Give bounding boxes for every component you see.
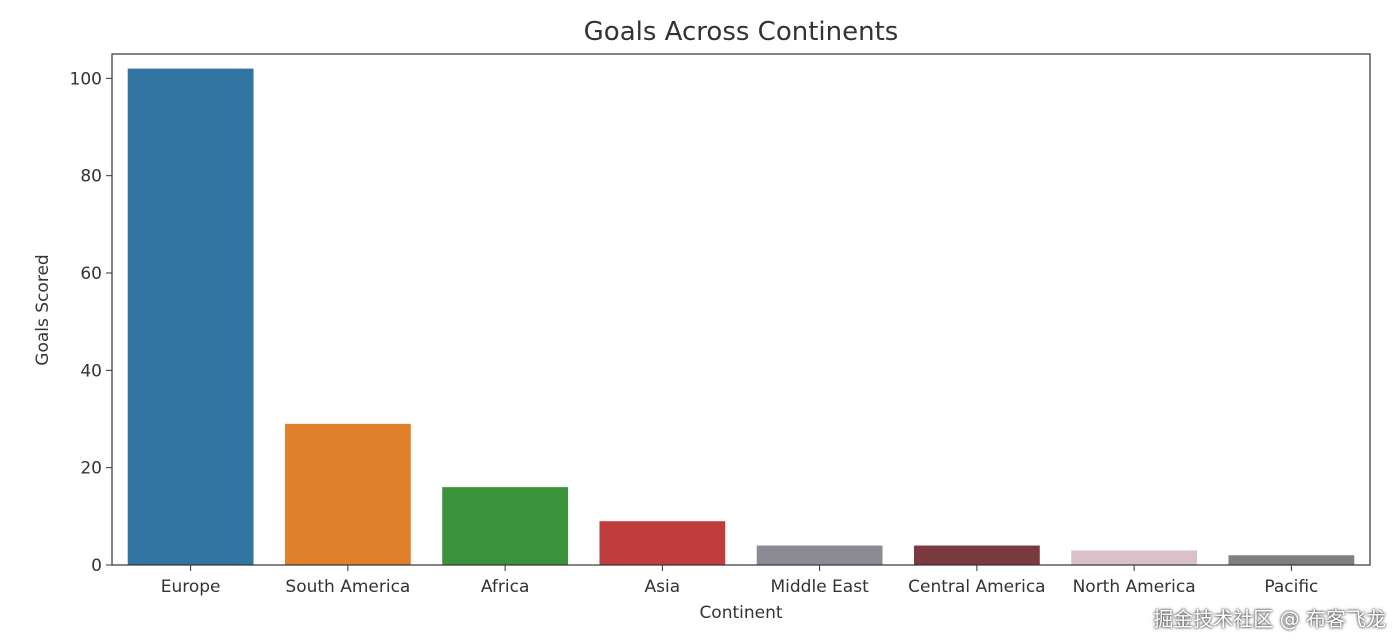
y-tick-label: 60 (80, 264, 102, 284)
y-tick-label: 20 (80, 459, 102, 479)
x-tick-label: Africa (481, 577, 530, 597)
bar-europe (127, 68, 254, 565)
chart-title: Goals Across Continents (584, 17, 899, 47)
bar-africa (442, 487, 569, 565)
axes-frame (111, 53, 1371, 566)
x-tick-label: Central America (908, 577, 1045, 597)
y-tick-label: 80 (80, 167, 102, 187)
bar-south-america (284, 423, 411, 565)
y-tick-label: 0 (91, 556, 102, 576)
x-tick-label: Middle East (771, 577, 870, 597)
x-tick-label: Pacific (1264, 577, 1318, 597)
y-tick-label: 40 (80, 361, 102, 381)
x-tick-label: North America (1073, 577, 1196, 597)
bar-central-america (913, 545, 1040, 565)
bar-asia (599, 521, 726, 565)
bar-middle-east (756, 545, 883, 565)
bar-pacific (1228, 555, 1355, 565)
y-axis-label: Goals Scored (33, 254, 53, 365)
x-tick-label: Europe (161, 577, 221, 597)
watermark: 掘金技术社区 @ 布客飞龙 (1153, 607, 1386, 631)
bar-north-america (1071, 550, 1198, 565)
x-axis-label: Continent (699, 603, 782, 623)
x-tick-label: South America (285, 577, 410, 597)
y-tick-label: 100 (70, 69, 102, 89)
x-tick-label: Asia (645, 577, 681, 597)
